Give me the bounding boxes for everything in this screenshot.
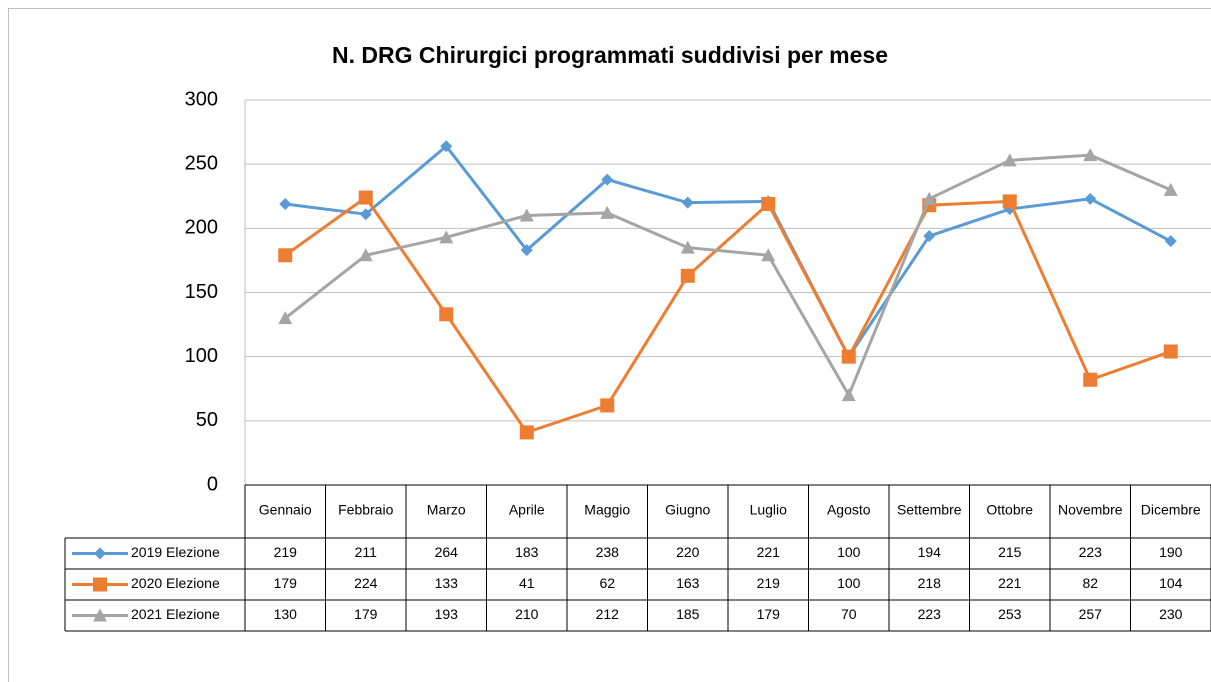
marker bbox=[358, 190, 373, 205]
y-tick-label: 250 bbox=[185, 152, 218, 174]
table-value: 264 bbox=[435, 544, 459, 560]
table-value: 212 bbox=[596, 606, 620, 622]
series-line bbox=[284, 153, 1172, 399]
table-value: 179 bbox=[757, 606, 781, 622]
table-value: 223 bbox=[1079, 544, 1103, 560]
table-value: 238 bbox=[596, 544, 620, 560]
marker bbox=[1083, 372, 1098, 387]
marker bbox=[440, 140, 453, 153]
x-tick-label: Marzo bbox=[427, 502, 466, 518]
chart-frame bbox=[8, 8, 1211, 682]
marker bbox=[922, 191, 937, 205]
series-line bbox=[285, 144, 1172, 360]
marker bbox=[601, 173, 614, 186]
series-line bbox=[284, 195, 1172, 435]
x-tick-label: Maggio bbox=[584, 502, 630, 518]
x-tick-label: Luglio bbox=[750, 502, 788, 518]
table-value: 130 bbox=[274, 606, 298, 622]
table-value: 221 bbox=[757, 544, 781, 560]
marker bbox=[680, 240, 695, 254]
legend-label: 2019 Elezione bbox=[131, 544, 220, 560]
table-value: 100 bbox=[837, 575, 861, 591]
table-value: 104 bbox=[1159, 575, 1183, 591]
y-tick-label: 200 bbox=[185, 217, 218, 239]
marker bbox=[358, 248, 373, 262]
table-value: 190 bbox=[1159, 544, 1183, 560]
chart-title: N. DRG Chirurgici programmati suddivisi … bbox=[332, 42, 888, 68]
marker bbox=[278, 248, 293, 263]
table-value: 179 bbox=[274, 575, 298, 591]
marker bbox=[93, 577, 107, 592]
marker bbox=[841, 349, 856, 364]
y-tick-label: 50 bbox=[196, 409, 218, 431]
marker bbox=[94, 547, 106, 560]
table-value: 221 bbox=[998, 575, 1022, 591]
table-value: 185 bbox=[676, 606, 700, 622]
marker bbox=[1002, 153, 1017, 167]
table-value: 215 bbox=[998, 544, 1022, 560]
table-value: 163 bbox=[676, 575, 700, 591]
y-tick-label: 300 bbox=[185, 88, 218, 110]
x-tick-label: Settembre bbox=[897, 502, 962, 518]
marker bbox=[439, 230, 454, 244]
table-value: 133 bbox=[435, 575, 459, 591]
table-value: 224 bbox=[354, 575, 378, 591]
y-tick-label: 100 bbox=[185, 345, 218, 367]
marker bbox=[600, 398, 615, 413]
marker bbox=[761, 248, 776, 262]
marker bbox=[1084, 192, 1097, 205]
y-tick-label: 0 bbox=[207, 473, 218, 495]
marker bbox=[680, 268, 695, 283]
table-value: 194 bbox=[918, 544, 942, 560]
marker bbox=[359, 208, 372, 221]
marker bbox=[761, 196, 776, 211]
marker bbox=[1002, 194, 1017, 209]
table-value: 219 bbox=[274, 544, 298, 560]
table-value: 100 bbox=[837, 544, 861, 560]
table-value: 211 bbox=[355, 544, 378, 560]
legend-label: 2020 Elezione bbox=[131, 575, 220, 591]
table-value: 62 bbox=[599, 575, 615, 591]
table-value: 183 bbox=[515, 544, 539, 560]
marker bbox=[93, 608, 107, 622]
x-tick-label: Novembre bbox=[1058, 502, 1123, 518]
marker bbox=[1163, 182, 1178, 196]
marker bbox=[519, 425, 534, 440]
marker bbox=[600, 205, 615, 219]
x-tick-label: Febbraio bbox=[338, 502, 393, 518]
table-value: 223 bbox=[918, 606, 942, 622]
table-value: 70 bbox=[841, 606, 857, 622]
marker bbox=[681, 196, 694, 209]
marker bbox=[841, 388, 856, 402]
table-value: 179 bbox=[354, 606, 378, 622]
marker bbox=[1164, 235, 1177, 248]
marker bbox=[520, 244, 533, 257]
table-value: 210 bbox=[515, 606, 539, 622]
marker bbox=[279, 197, 292, 210]
x-tick-label: Gennaio bbox=[259, 502, 312, 518]
marker bbox=[923, 230, 936, 243]
table-value: 230 bbox=[1159, 606, 1183, 622]
table-value: 41 bbox=[519, 575, 535, 591]
marker bbox=[1083, 148, 1098, 162]
table-value: 220 bbox=[676, 544, 700, 560]
table-value: 257 bbox=[1079, 606, 1103, 622]
x-tick-label: Aprile bbox=[509, 502, 545, 518]
marker bbox=[278, 311, 293, 325]
marker bbox=[519, 208, 534, 222]
y-tick-label: 150 bbox=[185, 281, 218, 303]
table-value: 219 bbox=[757, 575, 781, 591]
x-tick-label: Ottobre bbox=[986, 502, 1033, 518]
table-value: 218 bbox=[918, 575, 942, 591]
table-value: 193 bbox=[435, 606, 459, 622]
x-tick-label: Dicembre bbox=[1141, 502, 1201, 518]
table-value: 253 bbox=[998, 606, 1022, 622]
x-tick-label: Giugno bbox=[665, 502, 710, 518]
x-tick-label: Agosto bbox=[827, 502, 871, 518]
marker bbox=[1163, 344, 1178, 359]
legend-label: 2021 Elezione bbox=[131, 606, 220, 622]
table-value: 82 bbox=[1082, 575, 1098, 591]
marker bbox=[439, 307, 454, 322]
